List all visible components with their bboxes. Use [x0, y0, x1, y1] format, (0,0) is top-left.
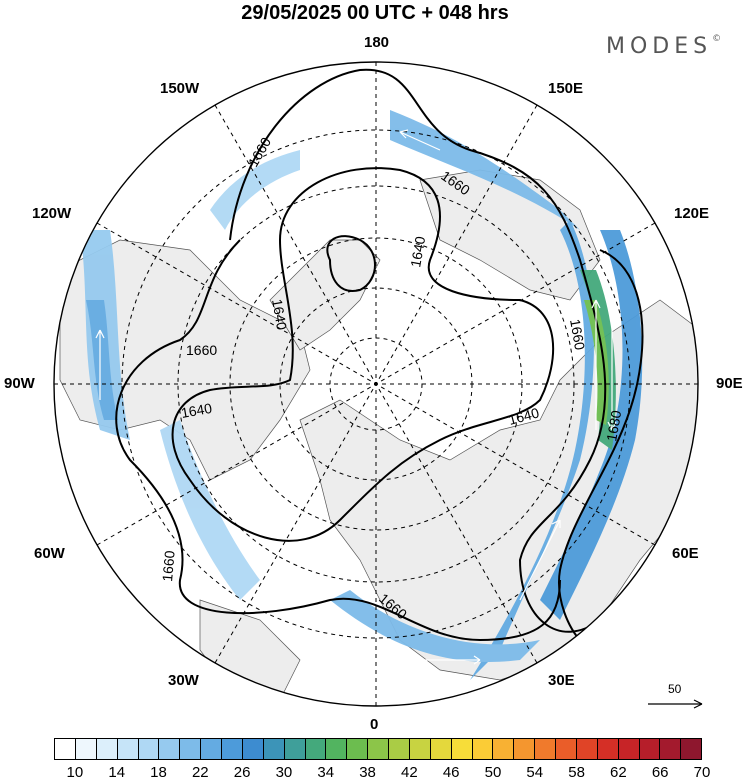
colorbar-cell [618, 739, 640, 759]
colorbar-label: 38 [359, 764, 376, 781]
colorbar-cell [305, 739, 327, 759]
lon-label-90e: 90E [716, 375, 743, 392]
colorbar-cell [263, 739, 285, 759]
colorbar-cell [430, 739, 452, 759]
lon-label-30e: 30E [548, 672, 575, 689]
colorbar-cell [451, 739, 473, 759]
height-contours [115, 68, 644, 642]
contour-label: 1660 [159, 550, 178, 583]
contour-label: 1640 [269, 298, 290, 332]
wind-vectors [95, 129, 617, 665]
contour-label: 1660 [567, 318, 588, 352]
lon-label-150e: 150E [548, 80, 584, 97]
colorbar-label: 46 [442, 764, 460, 781]
colorbar-cell [180, 739, 202, 759]
colorbar-cell [493, 739, 515, 759]
colorbar-label: 10 [66, 764, 84, 781]
colorbar-cell [576, 739, 598, 759]
colorbar-cell [389, 739, 410, 759]
colorbar-cell [597, 739, 619, 759]
colorbar-cell [222, 739, 243, 759]
contour-label: 1640 [407, 235, 428, 269]
lon-label-120e: 120E [674, 205, 710, 222]
colorbar-label: 34 [317, 764, 335, 781]
colorbar-label: 22 [191, 764, 209, 781]
lon-label-60w: 60W [34, 545, 65, 562]
colorbar-label: 14 [108, 764, 126, 781]
lon-label-0: 0 [370, 716, 379, 733]
colorbar-cell [535, 739, 556, 759]
lon-label-150w: 150W [160, 80, 200, 97]
lon-label-60e: 60E [672, 545, 699, 562]
contour-label: 1640 [507, 404, 541, 428]
colorbar-cell [117, 739, 139, 759]
colorbar-label: 58 [568, 764, 585, 781]
lon-label-30w: 30W [168, 672, 199, 689]
contour-label: 1680 [603, 409, 624, 443]
colorbar-cell [514, 739, 536, 759]
graticule [54, 62, 698, 706]
colorbar-cell [556, 739, 577, 759]
reference-vector-arrow [648, 699, 703, 709]
colorbar-cell [472, 739, 494, 759]
colorbar-label: 66 [651, 764, 669, 781]
lon-label-180: 180 [364, 34, 390, 51]
colorbar-cell [284, 739, 306, 759]
colorbar-label: 54 [526, 764, 544, 781]
colorbar-cell [75, 739, 97, 759]
brand-logo: MODES© [606, 34, 722, 59]
forecast-title: 29/05/2025 00 UTC + 048 hrs [241, 2, 509, 24]
colorbar-cell [409, 739, 431, 759]
reference-vector-label: 50 [668, 682, 682, 696]
colorbar-cell [368, 739, 389, 759]
colorbar-label: 18 [150, 764, 167, 781]
colorbar-label: 50 [484, 764, 502, 781]
colorbar-cell [138, 739, 160, 759]
colorbar-label: 70 [693, 764, 711, 781]
map-boundary [53, 61, 699, 707]
colorbar-cell [681, 739, 702, 759]
colorbar-cell [159, 739, 181, 759]
colorbar-label: 30 [275, 764, 293, 781]
colorbar-cell [96, 739, 118, 759]
colorbar-label: 42 [401, 764, 418, 781]
colorbar-cell [55, 739, 76, 759]
colorbar-cell [639, 739, 661, 759]
contour-label: 1640 [180, 400, 214, 421]
colorbar-cell [201, 739, 222, 759]
colorbar-labels: 10 14 18 22 26 30 34 38 42 46 50 54 58 62 66 70 [54, 764, 711, 782]
colorbar [54, 738, 702, 760]
colorbar-cell [660, 739, 682, 759]
lon-label-90w: 90W [4, 375, 35, 392]
map-disc: 1660 1660 1640 1640 1660 1640 1640 1660 … [54, 62, 698, 706]
lon-label-120w: 120W [32, 205, 72, 222]
contour-label: 1660 [186, 342, 217, 358]
colorbar-label: 26 [233, 764, 251, 781]
colorbar-cell [326, 739, 348, 759]
colorbar-cell [242, 739, 264, 759]
colorbar-cell [347, 739, 369, 759]
colorbar-label: 62 [610, 764, 627, 781]
